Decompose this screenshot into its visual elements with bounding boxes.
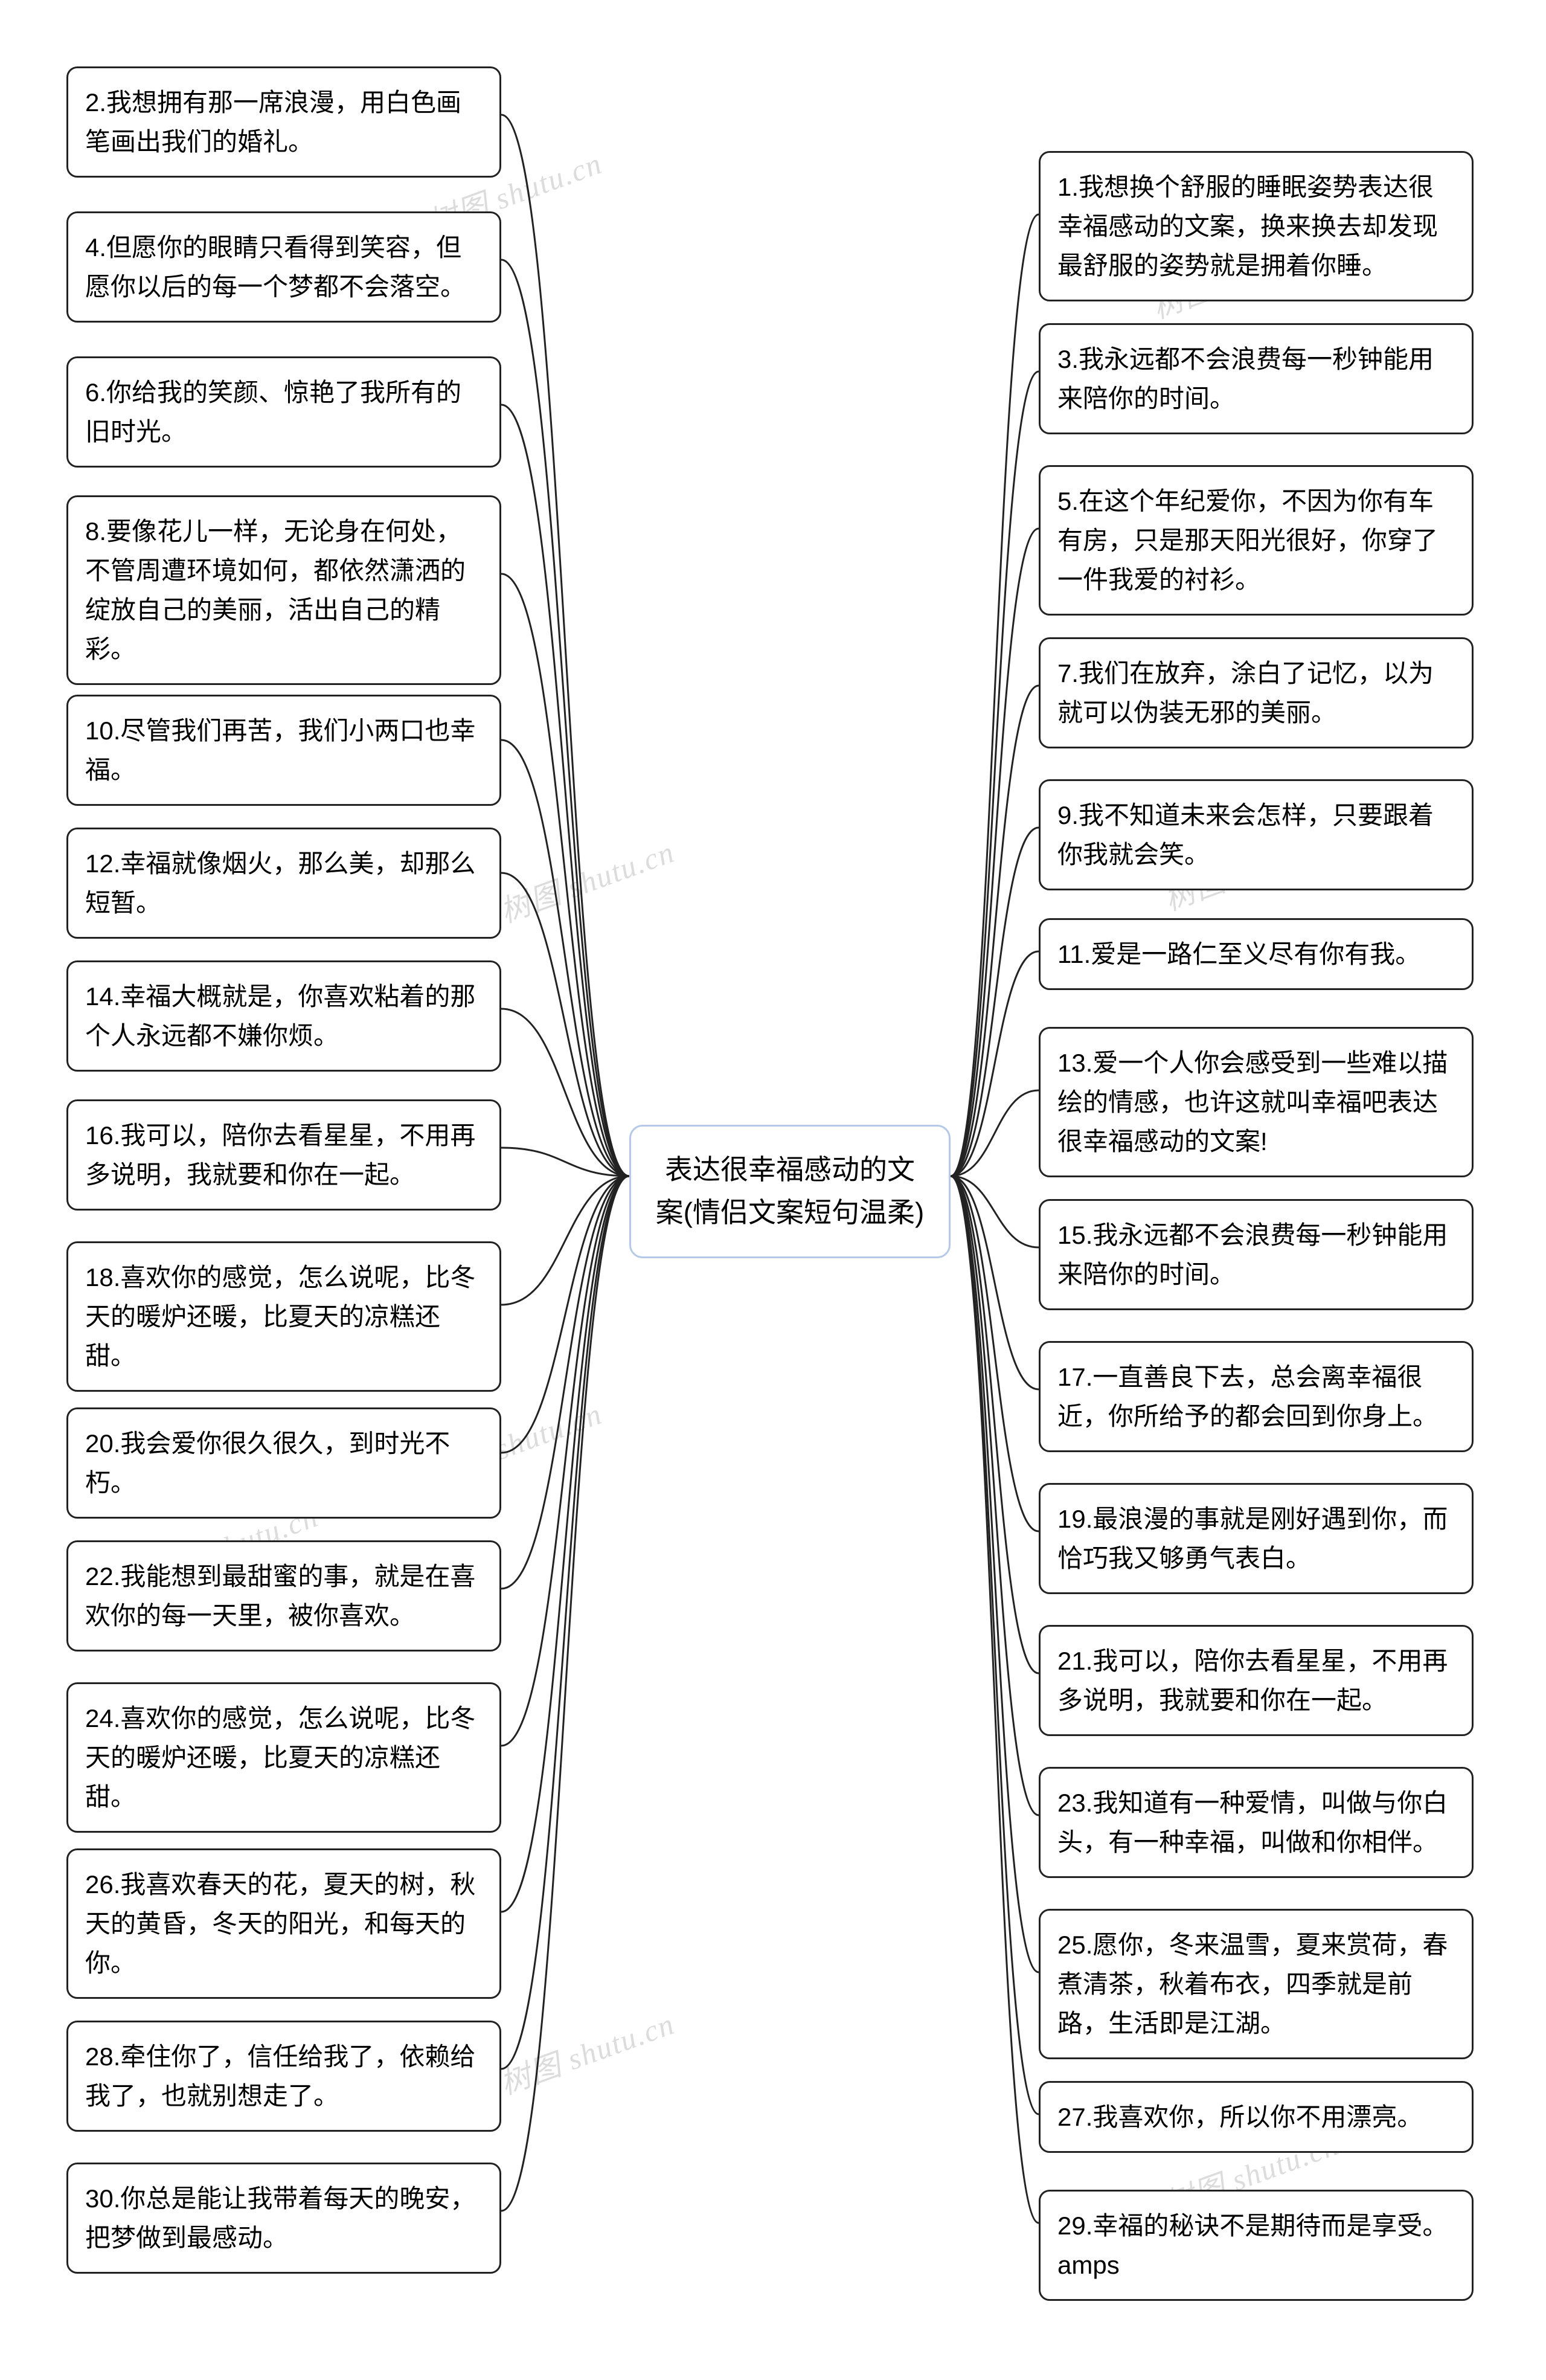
leaf-text: 3.我永远都不会浪费每一秒钟能用来陪你的时间。: [1057, 345, 1434, 413]
leaf-text: 24.喜欢你的感觉，怎么说呢，比冬天的暖炉还暖，比夏天的凉糕还甜。: [85, 1704, 475, 1811]
leaf-node: 8.要像花儿一样，无论身在何处，不管周遭环境如何，都依然潇洒的绽放自己的美丽，活…: [66, 495, 501, 685]
center-node: 表达很幸福感动的文案(情侣文案短句温柔): [629, 1125, 951, 1258]
leaf-node: 13.爱一个人你会感受到一些难以描绘的情感，也许这就叫幸福吧表达很幸福感动的文案…: [1039, 1027, 1474, 1177]
leaf-text: 18.喜欢你的感觉，怎么说呢，比冬天的暖炉还暖，比夏天的凉糕还甜。: [85, 1263, 475, 1370]
leaf-node: 25.愿你，冬来温雪，夏来赏荷，春煮清茶，秋着布衣，四季就是前路，生活即是江湖。: [1039, 1909, 1474, 2059]
leaf-node: 16.我可以，陪你去看星星，不用再多说明，我就要和你在一起。: [66, 1099, 501, 1211]
leaf-text: 28.牵住你了，信任给我了，依赖给我了，也就别想走了。: [85, 2042, 475, 2110]
leaf-node: 1.我想换个舒服的睡眠姿势表达很幸福感动的文案，换来换去却发现最舒服的姿势就是拥…: [1039, 151, 1474, 301]
leaf-text: 26.我喜欢春天的花，夏天的树，秋天的黄昏，冬天的阳光，和每天的你。: [85, 1870, 475, 1977]
leaf-node: 30.你总是能让我带着每天的晚安，把梦做到最感动。: [66, 2163, 501, 2274]
leaf-text: 13.爱一个人你会感受到一些难以描绘的情感，也许这就叫幸福吧表达很幸福感动的文案…: [1057, 1049, 1448, 1156]
leaf-text: 1.我想换个舒服的睡眠姿势表达很幸福感动的文案，换来换去却发现最舒服的姿势就是拥…: [1057, 173, 1438, 280]
leaf-node: 15.我永远都不会浪费每一秒钟能用来陪你的时间。: [1039, 1199, 1474, 1310]
leaf-text: 29.幸福的秘诀不是期待而是享受。: [1057, 2211, 1448, 2240]
leaf-node: 6.你给我的笑颜、惊艳了我所有的旧时光。: [66, 356, 501, 468]
leaf-text: 7.我们在放弃，涂白了记忆，以为就可以伪装无邪的美丽。: [1057, 659, 1434, 727]
leaf-node: 24.喜欢你的感觉，怎么说呢，比冬天的暖炉还暖，比夏天的凉糕还甜。: [66, 1682, 501, 1833]
leaf-node: 20.我会爱你很久很久，到时光不朽。: [66, 1407, 501, 1519]
leaf-text: 17.一直善良下去，总会离幸福很近，你所给予的都会回到你身上。: [1057, 1363, 1438, 1430]
leaf-node: 22.我能想到最甜蜜的事，就是在喜欢你的每一天里，被你喜欢。: [66, 1540, 501, 1652]
leaf-text: 6.你给我的笑颜、惊艳了我所有的旧时光。: [85, 378, 461, 446]
leaf-text: 15.我永远都不会浪费每一秒钟能用来陪你的时间。: [1057, 1221, 1448, 1288]
leaf-text: 5.在这个年纪爱你，不因为你有车有房，只是那天阳光很好，你穿了一件我爱的衬衫。: [1057, 487, 1438, 594]
leaf-node: 14.幸福大概就是，你喜欢粘着的那个人永远都不嫌你烦。: [66, 960, 501, 1072]
leaf-node: 19.最浪漫的事就是刚好遇到你，而恰巧我又够勇气表白。: [1039, 1483, 1474, 1594]
leaf-text: 16.我可以，陪你去看星星，不用再多说明，我就要和你在一起。: [85, 1121, 475, 1189]
leaf-node: 10.尽管我们再苦，我们小两口也幸福。: [66, 695, 501, 806]
leaf-text: 11.爱是一路仁至义尽有你有我。: [1057, 940, 1420, 968]
watermark: 树图 shutu.cn: [493, 1999, 680, 2103]
leaf-node: 2.我想拥有那一席浪漫，用白色画笔画出我们的婚礼。: [66, 66, 501, 178]
leaf-text: 10.尽管我们再苦，我们小两口也幸福。: [85, 716, 475, 784]
leaf-node: 29.幸福的秘诀不是期待而是享受。amps: [1039, 2190, 1474, 2301]
leaf-text: 22.我能想到最甜蜜的事，就是在喜欢你的每一天里，被你喜欢。: [85, 1562, 475, 1630]
leaf-text: 25.愿你，冬来温雪，夏来赏荷，春煮清茶，秋着布衣，四季就是前路，生活即是江湖。: [1057, 1931, 1448, 2037]
leaf-text: 2.我想拥有那一席浪漫，用白色画笔画出我们的婚礼。: [85, 88, 461, 156]
leaf-text: 8.要像花儿一样，无论身在何处，不管周遭环境如何，都依然潇洒的绽放自己的美丽，活…: [85, 517, 466, 663]
leaf-text: 23.我知道有一种爱情，叫做与你白头，有一种幸福，叫做和你相伴。: [1057, 1789, 1448, 1856]
leaf-node: 26.我喜欢春天的花，夏天的树，秋天的黄昏，冬天的阳光，和每天的你。: [66, 1848, 501, 1999]
leaf-text: 9.我不知道未来会怎样，只要跟着你我就会笑。: [1057, 801, 1434, 869]
leaf-text: 4.但愿你的眼睛只看得到笑容，但愿你以后的每一个梦都不会落空。: [85, 233, 466, 301]
leaf-node: 3.我永远都不会浪费每一秒钟能用来陪你的时间。: [1039, 323, 1474, 434]
leaf-node: 11.爱是一路仁至义尽有你有我。: [1039, 918, 1474, 990]
leaf-text: 30.你总是能让我带着每天的晚安，把梦做到最感动。: [85, 2184, 475, 2252]
leaf-text: 21.我可以，陪你去看星星，不用再多说明，我就要和你在一起。: [1057, 1647, 1448, 1714]
leaf-node: 5.在这个年纪爱你，不因为你有车有房，只是那天阳光很好，你穿了一件我爱的衬衫。: [1039, 465, 1474, 616]
leaf-node: 21.我可以，陪你去看星星，不用再多说明，我就要和你在一起。: [1039, 1625, 1474, 1736]
watermark: 树图 shutu.cn: [493, 828, 680, 931]
leaf-node: 4.但愿你的眼睛只看得到笑容，但愿你以后的每一个梦都不会落空。: [66, 211, 501, 323]
leaf-node: 12.幸福就像烟火，那么美，却那么短暂。: [66, 828, 501, 939]
leaf-node: 18.喜欢你的感觉，怎么说呢，比冬天的暖炉还暖，比夏天的凉糕还甜。: [66, 1241, 501, 1392]
leaf-node: 27.我喜欢你，所以你不用漂亮。: [1039, 2081, 1474, 2153]
leaf-text: 19.最浪漫的事就是刚好遇到你，而恰巧我又够勇气表白。: [1057, 1505, 1448, 1572]
leaf-node: 28.牵住你了，信任给我了，依赖给我了，也就别想走了。: [66, 2021, 501, 2132]
mindmap-canvas: 树图 shutu.cn 树图 shutu.cn 树图 shutu.cn 树图 s…: [0, 0, 1546, 2380]
leaf-node: 17.一直善良下去，总会离幸福很近，你所给予的都会回到你身上。: [1039, 1341, 1474, 1452]
center-text: 表达很幸福感动的文案(情侣文案短句温柔): [656, 1154, 925, 1228]
leaf-text: 20.我会爱你很久很久，到时光不朽。: [85, 1429, 450, 1497]
leaf-text: 14.幸福大概就是，你喜欢粘着的那个人永远都不嫌你烦。: [85, 982, 475, 1050]
leaf-node: 9.我不知道未来会怎样，只要跟着你我就会笑。: [1039, 779, 1474, 890]
leaf-node: 23.我知道有一种爱情，叫做与你白头，有一种幸福，叫做和你相伴。: [1039, 1767, 1474, 1878]
leaf-text: 27.我喜欢你，所以你不用漂亮。: [1057, 2103, 1422, 2131]
leaf-text: 12.幸福就像烟火，那么美，却那么短暂。: [85, 849, 475, 917]
leaf-node: 7.我们在放弃，涂白了记忆，以为就可以伪装无邪的美丽。: [1039, 637, 1474, 748]
